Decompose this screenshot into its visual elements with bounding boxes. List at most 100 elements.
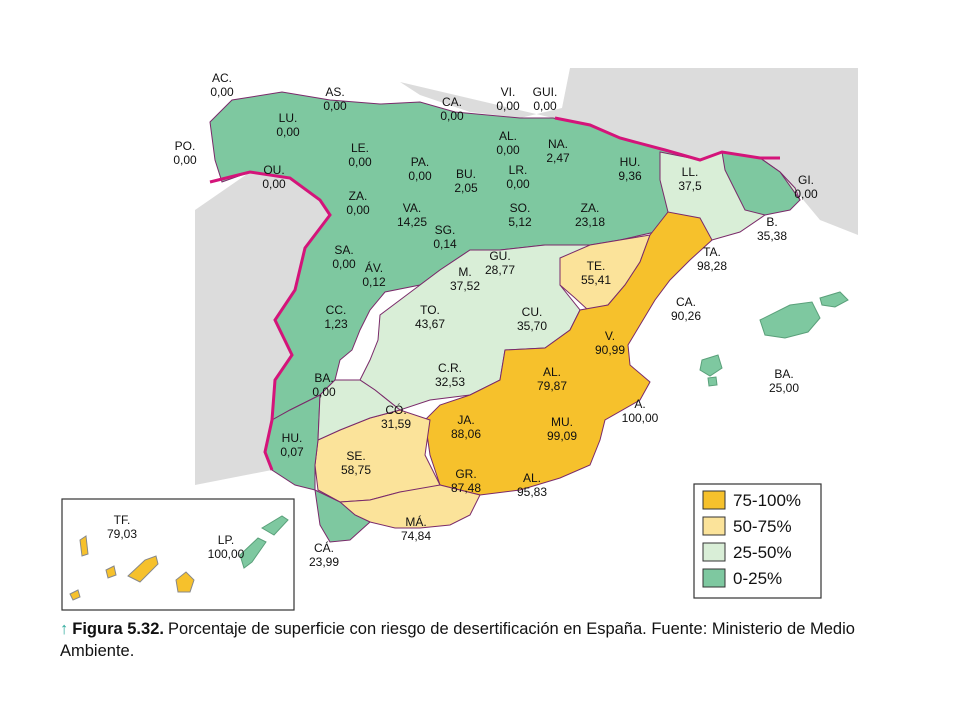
province-value: 0,00 [173,153,197,167]
province-value: 37,52 [450,279,480,293]
legend: 75-100% 50-75% 25-50% 0-25% [693,483,822,599]
province-value: 0,00 [332,257,356,271]
province-abbr: GUI. [533,85,558,99]
province-value: 35,38 [757,229,787,243]
province-value: 0,07 [280,445,304,459]
province-value: 23,99 [309,555,339,569]
province-abbr: MU. [551,415,573,429]
region-catalonia-green [721,151,801,216]
province-abbr: VA. [403,201,421,215]
province-value: 0,00 [506,177,530,191]
island-menorca [819,291,849,308]
province-abbr: LR. [509,163,528,177]
province-abbr: AS. [325,85,344,99]
province-value: 5,12 [508,215,532,229]
legend-swatch [702,490,726,510]
province-value: 0,00 [533,99,557,113]
legend-label: 50-75% [733,517,792,536]
province-value: 43,67 [415,317,445,331]
province-abbr: CÁ. [314,540,334,555]
province-value: 0,00 [440,109,464,123]
province-abbr: VI. [501,85,516,99]
legend-label: 25-50% [733,543,792,562]
legend-swatch [702,516,726,536]
province-value: 0,00 [496,99,520,113]
province-value: 0,00 [276,125,300,139]
province-abbr: ÁV. [365,260,383,275]
province-abbr: V. [605,329,615,343]
province-abbr: M. [458,265,471,279]
province-value: 28,77 [485,263,515,277]
legend-swatch [702,568,726,588]
island-hierro [69,589,81,601]
region-east-coast [424,211,713,496]
province-abbr: SO. [510,201,531,215]
france-land [400,68,858,235]
province-abbr: CA. [442,95,462,109]
province-abbr: CC. [326,303,347,317]
legend-label: 75-100% [733,491,801,510]
legend-label: 0-25% [733,569,782,588]
province-abbr: HU. [282,431,303,445]
national-borders [209,116,780,471]
province-abbr: SE. [346,449,365,463]
province-abbr: CÓ. [385,402,406,417]
france-border [554,116,780,162]
province-value: 0,00 [210,85,234,99]
island-gomera [105,565,117,579]
province-value: 1,23 [324,317,348,331]
province-value: 95,83 [517,485,547,499]
province-value: 0,00 [346,203,370,217]
province-abbr: AL. [499,129,517,143]
canary-inset [61,498,295,611]
province-value: 0,00 [323,99,347,113]
province-value: 2,05 [454,181,478,195]
province-value: 0,12 [362,275,386,289]
province-value: 0,00 [496,143,520,157]
island-lanzarote [261,515,289,536]
province-value: 98,28 [697,259,727,273]
province-value: 79,87 [537,379,567,393]
province-value: 58,75 [341,463,371,477]
province-abbr: GR. [455,467,476,481]
region-cadiz [314,489,371,543]
province-abbr: SA. [334,243,353,257]
island-fuerteventura [239,537,267,569]
province-value: 0,00 [348,155,372,169]
province-abbr: B. [766,215,777,229]
province-abbr: BA. [774,367,793,381]
province-abbr: BA. [314,371,333,385]
island-mallorca [759,301,821,339]
province-abbr: SG. [435,223,456,237]
province-value: 32,53 [435,375,465,389]
up-arrow-icon: ↑ [60,620,69,638]
balearic-islands [699,291,849,387]
island-ibiza [699,354,723,377]
portugal-border [209,170,332,471]
province-abbr: AL. [543,365,561,379]
island-lapalma [79,535,89,557]
province-abbr: LE. [351,141,369,155]
canary-inset-frame [61,498,295,611]
province-abbr: A. [634,397,645,411]
province-abbr: CA. [676,295,696,309]
province-value: 87,48 [451,481,481,495]
province-abbr: C.R. [438,361,462,375]
province-value: 2,47 [546,151,570,165]
province-abbr: TA. [703,245,721,259]
province-abbr: AL. [523,471,541,485]
island-grancanaria [175,571,195,593]
province-abbr: AC. [212,71,232,85]
island-formentera [707,376,718,387]
figure-caption: ↑ Figura 5.32. Porcentaje de superficie co… [60,618,880,662]
province-value: 0,00 [408,169,432,183]
province-abbr: JA. [457,413,474,427]
province-abbr: LL. [682,165,699,179]
spain-provinces [209,91,801,543]
province-abbr: TE. [587,259,606,273]
province-value: 35,70 [517,319,547,333]
province-value: 0,00 [794,187,818,201]
province-labels: AC.0,00 AS.0,00 CA.0,00VI.0,00GUI.0,00LU.0… [107,71,818,569]
province-abbr: CU. [522,305,543,319]
province-value: 9,36 [618,169,642,183]
